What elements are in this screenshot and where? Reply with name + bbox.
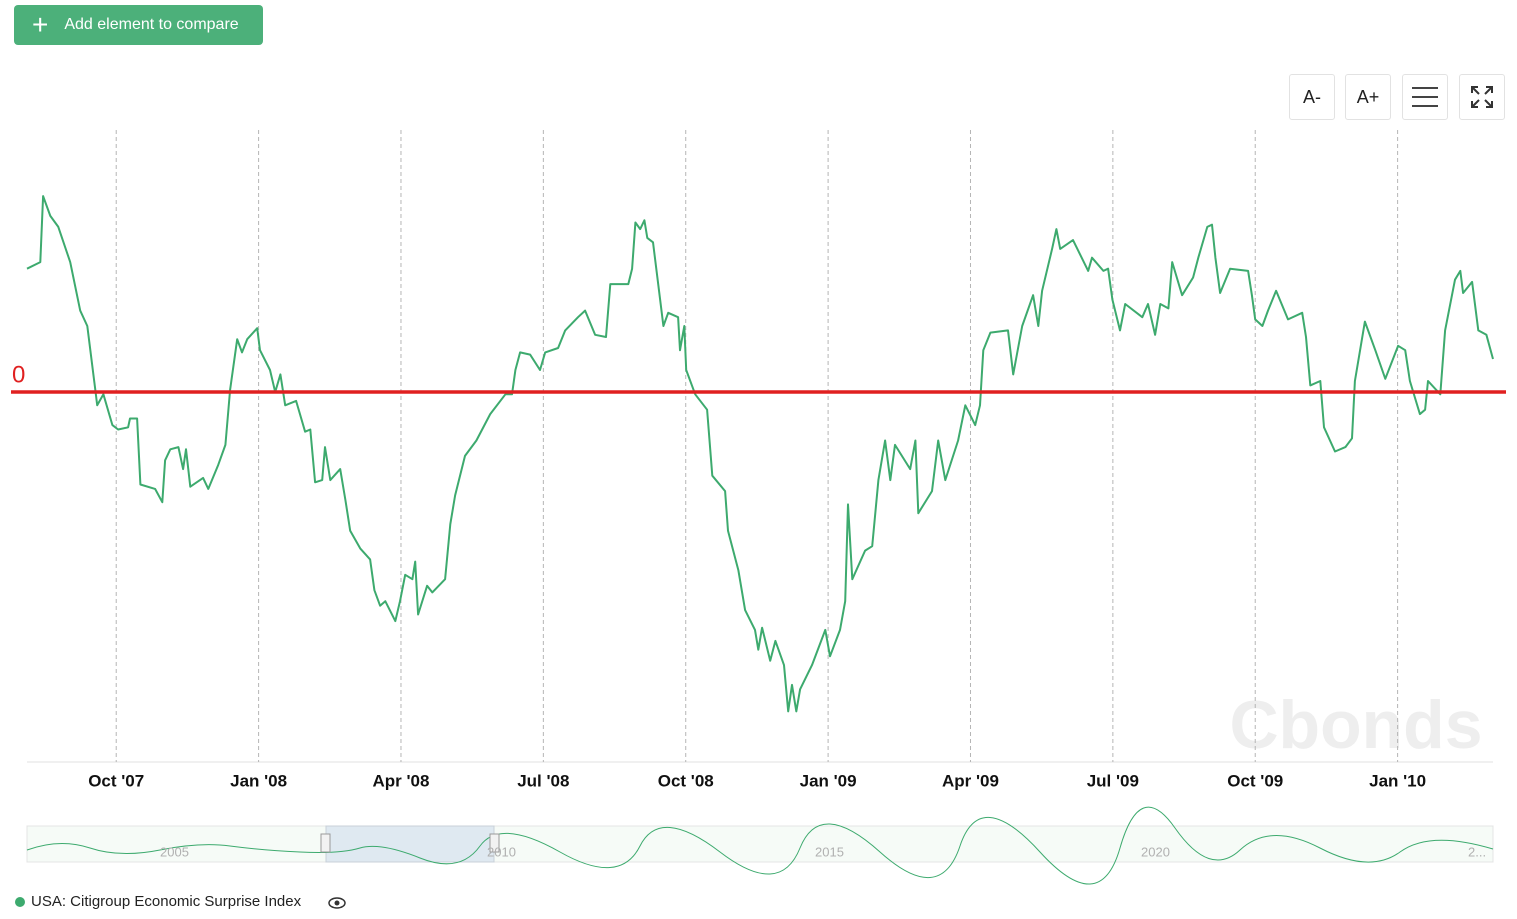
x-tick-label: Jul '08 xyxy=(517,771,569,790)
x-tick-label: Jan '10 xyxy=(1369,771,1426,790)
x-tick-label: Oct '08 xyxy=(658,771,714,790)
navigator-handle[interactable] xyxy=(489,833,500,853)
font-larger-button[interactable]: A+ xyxy=(1345,74,1391,120)
navigator xyxy=(26,806,1494,885)
legend-marker xyxy=(15,897,25,907)
x-tick-label: Oct '07 xyxy=(88,771,144,790)
navigator-line xyxy=(26,806,1494,885)
menu-button[interactable] xyxy=(1402,74,1448,120)
font-larger-label: A+ xyxy=(1356,86,1380,107)
visibility-icon[interactable] xyxy=(328,897,346,909)
navigator-frame xyxy=(26,825,1494,863)
menu-icon xyxy=(1412,87,1438,107)
navigator-selection xyxy=(325,825,495,863)
font-smaller-label: A- xyxy=(1303,86,1321,107)
navigator-handle[interactable] xyxy=(320,833,331,853)
x-tick-label: Apr '09 xyxy=(942,771,999,790)
data-line xyxy=(26,195,1494,713)
navigator-label: 2015 xyxy=(815,844,844,859)
navigator-label: 2... xyxy=(1468,844,1486,859)
add-button-label: Add element to compare xyxy=(64,16,239,33)
fullscreen-icon xyxy=(1471,86,1493,108)
navigator-label: 2010 xyxy=(487,844,516,859)
add-element-button[interactable]: + Add element to compare xyxy=(14,5,263,45)
navigator-label: 2020 xyxy=(1141,844,1170,859)
y-tick-label: 0 xyxy=(12,361,25,388)
navigator-label: 2005 xyxy=(160,844,189,859)
fullscreen-button[interactable] xyxy=(1459,74,1505,120)
x-tick-label: Oct '09 xyxy=(1227,771,1283,790)
x-tick-label: Apr '08 xyxy=(372,771,429,790)
plus-icon: + xyxy=(32,9,49,40)
x-tick-label: Jan '09 xyxy=(800,771,857,790)
legend-label[interactable]: USA: Citigroup Economic Surprise Index xyxy=(31,893,302,910)
x-tick-label: Jul '09 xyxy=(1087,771,1139,790)
watermark: Cbonds xyxy=(1229,687,1482,763)
font-smaller-button[interactable]: A- xyxy=(1289,74,1335,120)
x-tick-label: Jan '08 xyxy=(230,771,287,790)
